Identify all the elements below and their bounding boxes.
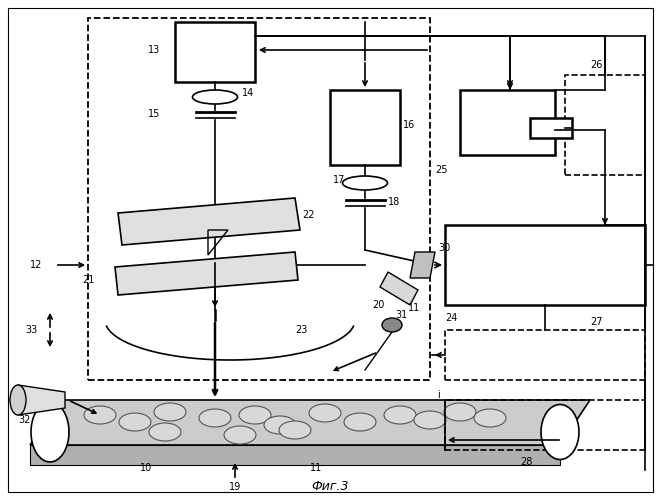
Text: 28: 28 — [520, 457, 532, 467]
Ellipse shape — [239, 406, 271, 424]
Polygon shape — [380, 272, 418, 305]
Bar — [445, 225, 645, 305]
Ellipse shape — [444, 403, 476, 421]
Text: 27: 27 — [590, 317, 602, 327]
Text: 17: 17 — [332, 175, 345, 185]
Text: 30: 30 — [438, 243, 450, 253]
Ellipse shape — [279, 421, 311, 439]
Ellipse shape — [414, 411, 446, 429]
Text: 21: 21 — [83, 275, 95, 285]
Text: 32: 32 — [18, 415, 30, 425]
Text: 14: 14 — [242, 88, 254, 98]
Text: 31: 31 — [395, 310, 407, 320]
Bar — [175, 22, 255, 82]
Text: 24: 24 — [445, 313, 457, 323]
Text: 11: 11 — [310, 463, 323, 473]
Text: 16: 16 — [403, 120, 415, 130]
Polygon shape — [410, 252, 435, 278]
Text: i: i — [437, 390, 440, 400]
Text: 23: 23 — [295, 325, 307, 335]
Text: 20: 20 — [372, 300, 385, 310]
Bar — [88, 18, 430, 380]
Bar — [330, 90, 400, 165]
Ellipse shape — [344, 413, 376, 431]
Ellipse shape — [382, 318, 402, 332]
Text: 18: 18 — [388, 197, 401, 207]
Polygon shape — [118, 198, 300, 245]
Text: 19: 19 — [229, 482, 241, 492]
Ellipse shape — [309, 404, 341, 422]
Ellipse shape — [224, 426, 256, 444]
Ellipse shape — [31, 402, 69, 462]
Ellipse shape — [474, 409, 506, 427]
Bar — [460, 90, 555, 155]
Text: 10: 10 — [140, 463, 152, 473]
Ellipse shape — [342, 176, 387, 190]
Bar — [530, 118, 572, 138]
Text: 33: 33 — [26, 325, 38, 335]
Ellipse shape — [10, 385, 26, 415]
Ellipse shape — [192, 90, 237, 104]
Ellipse shape — [149, 423, 181, 441]
Text: 26: 26 — [590, 60, 602, 70]
Bar — [565, 75, 645, 175]
Ellipse shape — [264, 416, 296, 434]
Ellipse shape — [119, 413, 151, 431]
Text: 15: 15 — [147, 109, 160, 119]
Polygon shape — [30, 400, 590, 445]
Bar — [445, 330, 645, 380]
Ellipse shape — [199, 409, 231, 427]
Text: Фиг.3: Фиг.3 — [311, 480, 349, 494]
Text: 12: 12 — [30, 260, 42, 270]
Ellipse shape — [384, 406, 416, 424]
Bar — [445, 400, 645, 450]
Polygon shape — [18, 385, 65, 415]
Ellipse shape — [541, 404, 579, 460]
Text: 25: 25 — [436, 165, 448, 175]
Ellipse shape — [84, 406, 116, 424]
Text: 13: 13 — [148, 45, 160, 55]
Polygon shape — [115, 252, 298, 295]
Polygon shape — [30, 445, 560, 465]
Text: 22: 22 — [302, 210, 315, 220]
Ellipse shape — [154, 403, 186, 421]
Text: 11: 11 — [408, 303, 420, 313]
